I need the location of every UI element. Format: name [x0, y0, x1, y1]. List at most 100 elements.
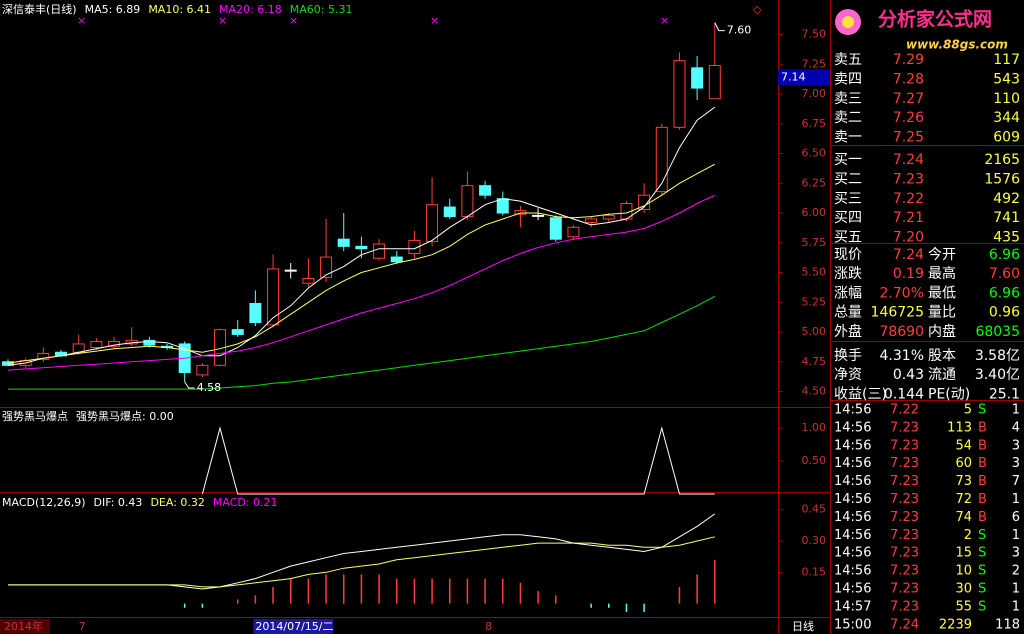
y-tick-label: 5.00	[802, 325, 827, 338]
trade-cell: 7.24	[890, 617, 919, 632]
candle-body	[37, 352, 50, 360]
y-tick-label: 5.50	[802, 266, 827, 279]
logo-url: www.88gs.com	[906, 38, 1008, 52]
trade-cell: 73	[955, 474, 972, 489]
candle-body	[655, 126, 668, 193]
y-tick-label: 7.50	[802, 28, 827, 41]
price-tag-box	[778, 69, 830, 86]
legend-entry: MA20: 6.18	[219, 3, 282, 16]
x-tick-label: 2014年	[4, 619, 43, 633]
signal-marker: ×	[660, 14, 669, 27]
order-book-cell: 卖四	[834, 71, 862, 87]
stats-cell: 涨跌	[834, 266, 862, 282]
stats-cell: 3.40亿	[975, 367, 1020, 383]
trade-cell: 10	[955, 564, 972, 579]
candle-body	[355, 245, 368, 250]
candle-body	[2, 361, 14, 366]
candle-body	[691, 67, 704, 89]
logo: 分析家公式网 www.88gs.com	[835, 8, 1008, 52]
signal-marker: ×	[430, 14, 439, 27]
stats-cell: 3.58亿	[975, 348, 1020, 364]
candle-body	[532, 214, 545, 217]
order-book-cell: 435	[993, 230, 1020, 246]
price-tag-label: 7.14	[781, 70, 806, 83]
stats-cell: 量比	[928, 305, 956, 321]
y-tick-label: 7.00	[802, 87, 827, 100]
stats-cell: 6.96	[989, 285, 1020, 301]
signal-marker: ×	[289, 14, 298, 27]
order-book-cell: 买一	[834, 152, 862, 168]
trade-cell: 30	[955, 582, 972, 597]
trade-cell: 3	[1012, 456, 1020, 471]
order-book-cell: 543	[993, 71, 1020, 87]
candle-body	[90, 341, 103, 348]
candle-body	[479, 185, 492, 196]
candle-body	[337, 238, 350, 247]
y-tick-label: 6.00	[802, 206, 827, 219]
trade-cell: B	[978, 492, 987, 507]
trade-cell: 2	[1012, 564, 1020, 579]
order-book-cell: 买三	[834, 191, 862, 207]
trade-cell: B	[978, 456, 987, 471]
order-book-cell: 741	[993, 210, 1020, 226]
order-book-cell: 7.28	[893, 71, 924, 87]
order-book-cell: 492	[993, 191, 1020, 207]
stats-cell: 7.60	[989, 266, 1020, 282]
trade-cell: 7.23	[890, 510, 919, 525]
trade-cell: 6	[1012, 510, 1020, 525]
trade-cell: 1	[1012, 528, 1020, 543]
y-tick-label: 6.75	[802, 117, 827, 130]
trade-cell: 72	[955, 492, 972, 507]
stats-cell: 现价	[834, 247, 862, 263]
x-tick-label: 7	[79, 620, 86, 633]
trade-cell: 7.22	[890, 403, 919, 418]
y-tick-label: 7.25	[802, 57, 827, 70]
candle-body	[284, 269, 297, 272]
stats-cell: 2.70%	[880, 285, 924, 301]
signal-markers: × × × × × ◇	[77, 3, 762, 27]
y-tick-label: 6.50	[802, 147, 827, 160]
candle-body	[708, 64, 721, 100]
candle-body	[567, 226, 580, 238]
trade-cell: S	[978, 582, 986, 597]
trade-cell: B	[978, 438, 987, 453]
trade-cell: B	[978, 420, 987, 435]
order-book-cell: 7.23	[893, 171, 924, 187]
y-tick-label: 5.25	[802, 295, 827, 308]
trade-cell: 3	[1012, 546, 1020, 561]
trade-cell: 1	[1012, 582, 1020, 597]
trade-cell: 2	[964, 528, 972, 543]
signal-marker: ×	[77, 14, 86, 27]
stats-cell: 流通	[928, 367, 956, 383]
candle-body	[72, 343, 85, 353]
y-tick-label: 1.00	[802, 421, 827, 434]
trade-cell: 54	[955, 438, 972, 453]
trade-cell: 7.23	[890, 474, 919, 489]
stats-cell: 涨幅	[834, 285, 862, 301]
candle-body	[585, 218, 598, 224]
candle-body	[408, 239, 421, 254]
trade-cell: 14:56	[834, 403, 871, 418]
trade-cell: B	[978, 474, 987, 489]
legend-entry: DIF: 0.43	[94, 496, 143, 509]
legend-entry: MA5: 6.89	[85, 3, 141, 16]
candle-body	[549, 217, 562, 240]
candle-body	[302, 277, 315, 284]
trade-cell: 15	[955, 546, 972, 561]
order-book-cell: 卖二	[834, 110, 862, 126]
order-book-cell: 7.21	[893, 210, 924, 226]
order-book-cell: 卖三	[834, 91, 862, 107]
trade-cell: S	[978, 564, 986, 579]
annotation-leader	[184, 381, 195, 389]
stats-cell: PE(动)	[928, 386, 970, 402]
stats-cell: 146725	[871, 305, 924, 321]
trade-cell: 7.23	[890, 564, 919, 579]
trade-cell: 14:56	[834, 582, 871, 597]
trade-cell: 14:56	[834, 546, 871, 561]
y-tick-label: 4.50	[802, 385, 827, 398]
trade-cell: 7.23	[890, 456, 919, 471]
legend-entry: 强势黑马爆点: 0.00	[76, 409, 174, 423]
stats-cell: 25.1	[989, 386, 1020, 402]
